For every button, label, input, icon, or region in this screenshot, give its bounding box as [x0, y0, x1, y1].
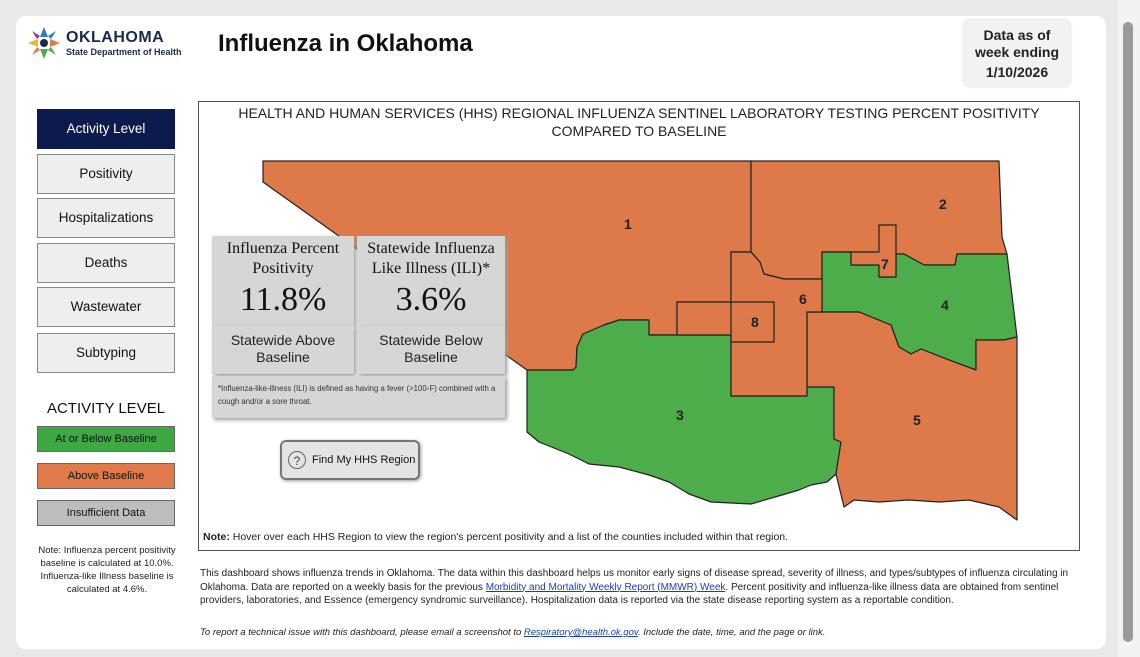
hhs-region-5[interactable]	[806, 311, 1018, 521]
find-my-hhs-region-label: Find My HHS Region	[312, 454, 416, 466]
region-label-6: 6	[799, 291, 807, 307]
ili-footnote: *Influenza-like-illness (ILI) is defined…	[212, 376, 505, 418]
nav-positivity[interactable]: Positivity	[37, 154, 175, 194]
mmwr-week-link[interactable]: Morbidity and Mortality Weekly Report (M…	[485, 581, 726, 593]
data-as-of-line2: week ending	[974, 44, 1060, 60]
legend-insufficient-data: Insufficient Data	[37, 500, 175, 526]
nav-hospitalizations[interactable]: Hospitalizations	[37, 198, 175, 238]
technical-issue-note: To report a technical issue with this da…	[200, 627, 1080, 638]
question-circle-icon: ?	[288, 451, 306, 469]
scrollbar-thumb[interactable]	[1123, 22, 1133, 642]
legend-title: ACTIVITY LEVEL	[46, 400, 166, 417]
region-label-7: 7	[881, 256, 889, 272]
respiratory-email-link[interactable]: Respiratory@health.ok.gov	[523, 627, 638, 638]
region-label-5: 5	[913, 412, 921, 428]
map-hover-note: Note: Hover over each HHS Region to view…	[203, 531, 788, 543]
region-label-8: 8	[751, 314, 759, 330]
positivity-status: Statewide Above Baseline	[230, 332, 336, 365]
logo-subtitle: State Department of Health	[66, 47, 182, 57]
dashboard-description: This dashboard shows influenza trends in…	[200, 567, 1080, 608]
tech-note-part2: . Include the date, time, and the page o…	[637, 627, 826, 638]
hhs-region-7[interactable]	[850, 224, 897, 278]
logo-title: OKLAHOMA	[66, 29, 165, 46]
find-my-hhs-region-button[interactable]: ? Find My HHS Region	[280, 440, 420, 480]
map-note-bold: Note:	[203, 531, 230, 543]
ili-card: Statewide Influenza Like Illness (ILI)* …	[357, 236, 505, 326]
nav-deaths[interactable]: Deaths	[37, 243, 175, 283]
ili-value: 3.6%	[395, 281, 467, 318]
region-label-2: 2	[939, 196, 947, 212]
data-as-of-date: 1/10/2026	[985, 64, 1049, 80]
data-as-of-line1: Data as of	[983, 27, 1051, 43]
positivity-status-card: Statewide Above Baseline	[212, 326, 354, 374]
positivity-label: Influenza Percent Positivity	[226, 240, 340, 277]
ili-status: Statewide Below Baseline	[379, 332, 483, 365]
oklahoma-logo-icon	[28, 27, 60, 59]
page-title: Influenza in Oklahoma	[218, 30, 473, 57]
map-note-text: Hover over each HHS Region to view the r…	[229, 531, 789, 543]
positivity-card: Influenza Percent Positivity 11.8%	[212, 236, 354, 326]
tech-note-part1: To report a technical issue with this da…	[200, 627, 524, 638]
legend-above-baseline: Above Baseline	[37, 463, 175, 489]
region-label-3: 3	[676, 407, 684, 423]
ili-label: Statewide Influenza Like Illness (ILI)*	[367, 240, 495, 277]
nav-activity-level[interactable]: Activity Level	[37, 109, 175, 149]
baseline-note: Note: Influenza percent positivity basel…	[38, 545, 176, 595]
map-title: HEALTH AND HUMAN SERVICES (HHS) REGIONAL…	[238, 105, 1040, 139]
description-part2: . Percent positivity and influenza-like …	[200, 581, 1059, 607]
page-scrollbar[interactable]	[1118, 0, 1140, 657]
hhs-region-8[interactable]	[730, 301, 775, 343]
description-part1: This dashboard shows influenza trends in…	[200, 568, 1069, 593]
ili-status-card: Statewide Below Baseline	[357, 326, 505, 374]
nav-wastewater[interactable]: Wastewater	[37, 287, 175, 327]
map-panel: HEALTH AND HUMAN SERVICES (HHS) REGIONAL…	[198, 101, 1080, 551]
positivity-value: 11.8%	[239, 281, 327, 318]
oklahoma-hhs-region-map: 1 2 3 4 5 6 7 8	[262, 160, 1018, 521]
region-label-1: 1	[624, 216, 632, 232]
legend-at-or-below-baseline: At or Below Baseline	[37, 426, 175, 452]
nav-subtyping[interactable]: Subtyping	[37, 333, 175, 373]
data-as-of-box: Data as of week ending 1/10/2026	[964, 20, 1070, 86]
region-label-4: 4	[941, 297, 949, 313]
osdh-logo: OKLAHOMA State Department of Health	[26, 25, 196, 63]
dashboard-page: OKLAHOMA State Department of Health Infl…	[16, 16, 1106, 649]
